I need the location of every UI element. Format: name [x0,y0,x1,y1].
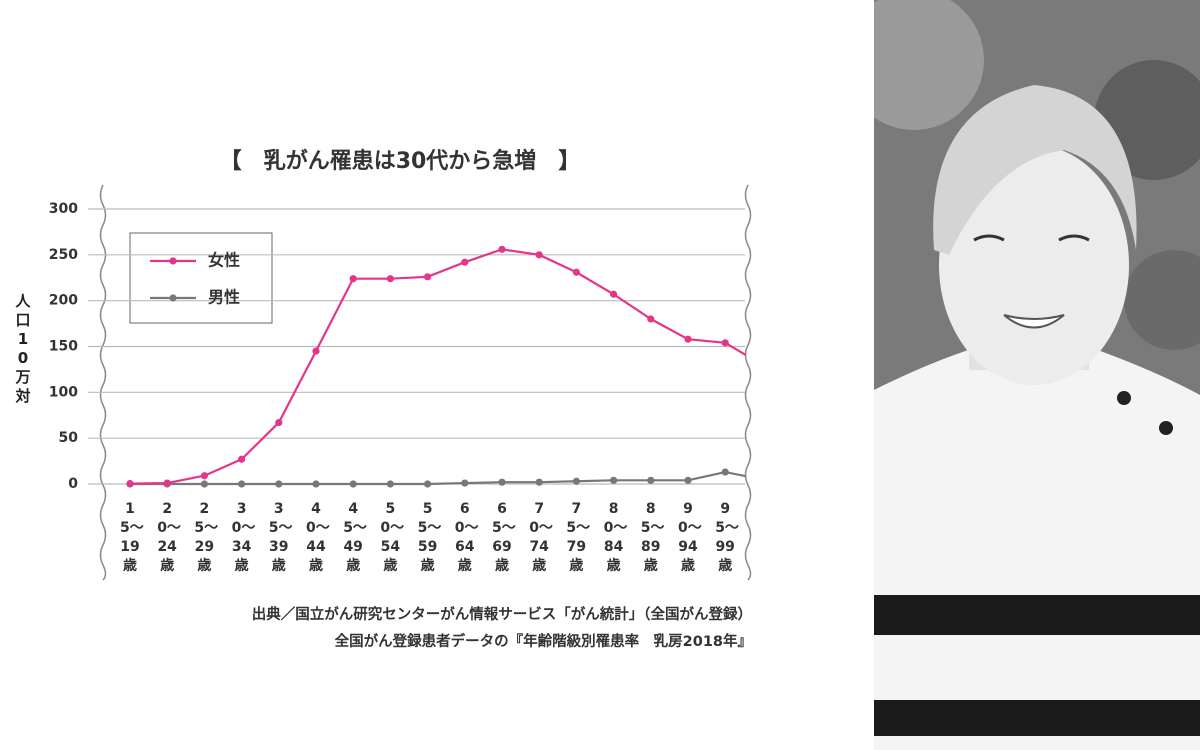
x-tick-label: 50〜54歳 [380,501,405,574]
data-point [424,273,432,281]
data-point [647,476,655,484]
data-point [759,476,766,483]
data-point [386,480,394,488]
plot-area [126,245,766,488]
data-point [721,339,729,347]
data-point [200,472,208,480]
data-point [275,480,283,488]
data-point [721,468,729,476]
source-note: 出典／国立がん研究センターがん情報サービス「がん統計」（全国がん登録） 全国がん… [252,602,752,656]
y-axis-label: 人口10万対 [15,292,31,405]
x-tick-label: 75〜79歳 [566,501,591,574]
x-tick-label: 70〜74歳 [529,501,553,574]
data-point [275,418,283,427]
series-line [129,248,746,485]
data-point [238,480,246,488]
data-point [461,258,469,266]
x-tick-label: 55〜59歳 [417,501,442,574]
y-tick-label: 200 [49,293,78,309]
data-point [498,478,506,486]
data-point [572,477,581,485]
data-point [610,290,618,298]
x-tick-label: 45〜49歳 [343,501,367,574]
y-tick-label: 100 [49,384,78,400]
legend-label: 女性 [208,251,240,270]
series-line [130,470,746,486]
x-tick-label: 20〜24歳 [157,501,181,574]
y-tick-label: 0 [68,476,78,492]
data-point [759,361,766,368]
axis-break-right [744,184,752,581]
x-tick-label: 65〜69歳 [492,501,516,574]
data-point [610,476,618,484]
chart-title: 【 乳がん罹患は30代から急増 】 [220,148,581,174]
data-point [684,335,692,343]
x-tick-label: 40〜44歳 [306,501,330,574]
x-tick-label: 90〜94歳 [678,501,702,574]
data-point [200,480,208,488]
x-tick-label: 95〜99歳 [715,501,739,574]
data-point [684,476,692,484]
data-point [126,479,134,488]
legend-label: 男性 [208,288,240,307]
data-point [238,455,246,463]
y-tick-label: 150 [49,339,78,355]
data-point [572,268,581,276]
data-point [498,245,506,253]
portrait-photo [874,0,1200,750]
data-point [163,479,171,487]
x-tick-label: 25〜29歳 [194,501,219,574]
data-point [424,480,432,488]
x-tick-label: 30〜34歳 [231,501,256,574]
y-tick-label: 50 [59,430,79,446]
data-point [535,478,543,486]
data-point [312,347,320,355]
data-point [386,275,394,283]
x-tick-label: 15〜19歳 [120,501,144,574]
legend-marker [169,257,177,265]
data-point [647,315,655,323]
data-point [349,480,357,488]
chart: 【 乳がん罹患は30代から急増 】 0 50 100 150 200 250 300 男性 女性 [49,148,766,581]
source-line: 全国がん登録患者データの『年齢階級別罹患率 乳房2018年』 [334,634,752,650]
y-tick-label: 300 [49,201,78,217]
x-tick-label: 85〜89歳 [640,501,665,574]
legend-marker [169,294,177,302]
legend-box [129,232,273,324]
data-point [349,275,357,283]
data-point [461,479,469,487]
y-tick-label: 250 [49,247,78,263]
x-tick-label: 35〜39歳 [268,501,293,574]
axis-break-left [99,184,107,581]
x-tick-label: 80〜84歳 [603,501,628,574]
data-point [312,480,320,488]
data-point [535,251,543,259]
x-tick-label: 60〜64歳 [454,501,479,574]
source-line: 出典／国立がん研究センターがん情報サービス「がん統計」（全国がん登録） [251,607,752,623]
